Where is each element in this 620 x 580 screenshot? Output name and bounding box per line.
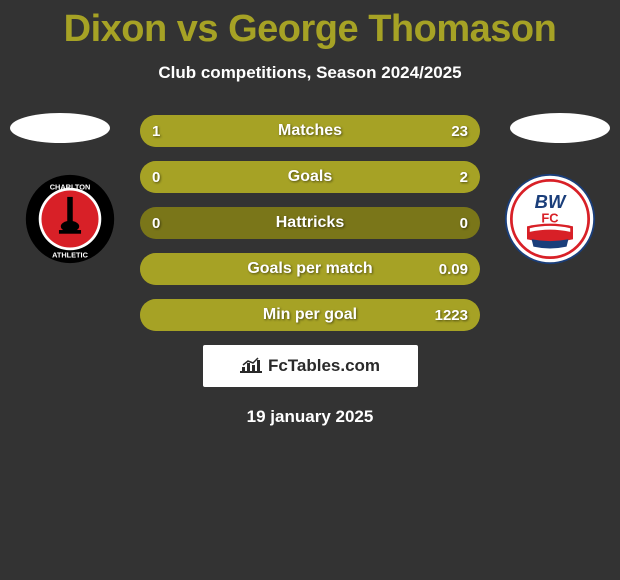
- svg-text:BW: BW: [535, 191, 567, 212]
- club-badge-right: BW FC: [504, 173, 596, 265]
- stat-label: Goals: [140, 161, 480, 193]
- stat-label: Hattricks: [140, 207, 480, 239]
- stat-label: Matches: [140, 115, 480, 147]
- subtitle: Club competitions, Season 2024/2025: [0, 63, 620, 83]
- page-title: Dixon vs George Thomason: [0, 0, 620, 51]
- svg-text:ATHLETIC: ATHLETIC: [52, 251, 89, 260]
- comparison-content: CHARLTON ATHLETIC BW FC 123Matches 02Goal…: [0, 113, 620, 427]
- stat-bars: 123Matches 02Goals 00Hattricks 0.09Goals pe…: [140, 113, 480, 331]
- branding-text: FcTables.com: [268, 356, 380, 376]
- player-avatar-right: [510, 113, 610, 143]
- date-label: 19 january 2025: [0, 407, 620, 427]
- stat-row: 1223Min per goal: [140, 299, 480, 331]
- chart-icon: [240, 357, 262, 375]
- branding-badge: FcTables.com: [203, 345, 418, 387]
- stat-row: 00Hattricks: [140, 207, 480, 239]
- stat-label: Min per goal: [140, 299, 480, 331]
- player-avatar-left: [10, 113, 110, 143]
- stat-label: Goals per match: [140, 253, 480, 285]
- stat-row: 123Matches: [140, 115, 480, 147]
- club-badge-left: CHARLTON ATHLETIC: [24, 173, 116, 265]
- svg-text:CHARLTON: CHARLTON: [50, 183, 91, 192]
- stat-row: 0.09Goals per match: [140, 253, 480, 285]
- svg-text:FC: FC: [541, 211, 558, 226]
- stat-row: 02Goals: [140, 161, 480, 193]
